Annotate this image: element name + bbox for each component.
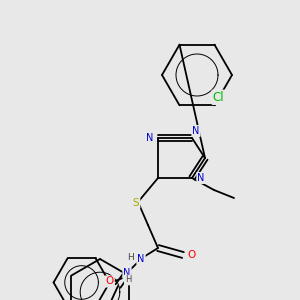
Text: N: N	[137, 254, 145, 264]
Text: S: S	[133, 198, 139, 208]
Text: O: O	[106, 277, 114, 286]
Text: Cl: Cl	[213, 91, 224, 104]
Text: N: N	[192, 126, 200, 136]
Text: N: N	[197, 173, 205, 183]
Text: H: H	[125, 275, 131, 284]
Text: H: H	[127, 253, 134, 262]
Text: N: N	[146, 133, 154, 143]
Text: N: N	[123, 268, 131, 278]
Text: O: O	[188, 250, 196, 260]
